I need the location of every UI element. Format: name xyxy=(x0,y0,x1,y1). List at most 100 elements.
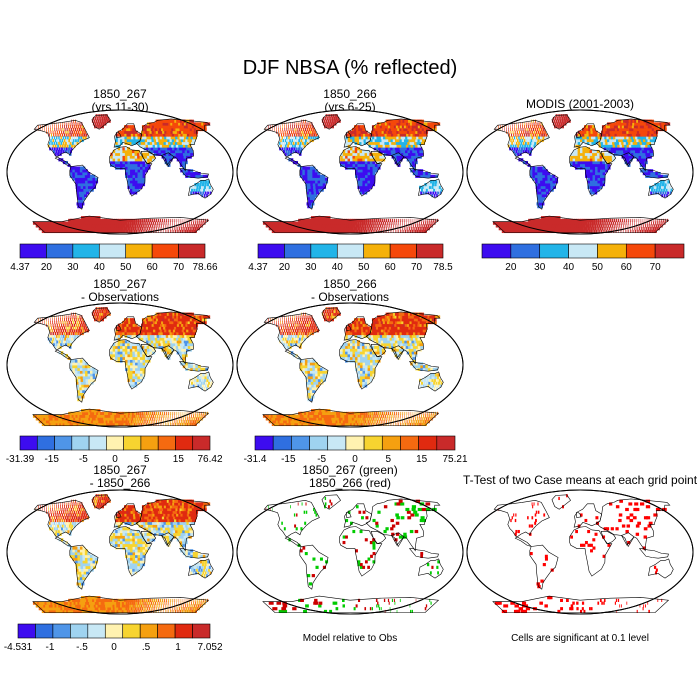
grid-cell xyxy=(101,420,105,424)
grid-cell xyxy=(563,116,566,121)
grid-cell xyxy=(342,152,346,156)
grid-cell xyxy=(384,133,388,137)
grid-cell xyxy=(315,133,318,137)
africa-coastline xyxy=(109,146,153,197)
grid-cell xyxy=(319,177,323,181)
grid-cell xyxy=(291,133,294,137)
grid-cell xyxy=(361,125,365,129)
grid-cell xyxy=(419,227,421,231)
grid-cell xyxy=(118,411,121,415)
grid-cell xyxy=(117,166,121,170)
grid-cell xyxy=(290,136,292,140)
grid-cell xyxy=(581,227,584,231)
grid-cell xyxy=(336,114,338,118)
grid-cell xyxy=(98,116,100,121)
grid-cell xyxy=(544,177,548,181)
grid-cell xyxy=(66,127,68,132)
colorbar-swatch xyxy=(539,243,569,259)
grid-cell xyxy=(362,133,366,137)
grid-cell xyxy=(288,141,290,145)
grid-cell xyxy=(122,166,126,170)
grid-cell xyxy=(582,158,586,162)
grid-cell xyxy=(281,136,283,140)
grid-cell xyxy=(163,125,168,129)
arabia-coastline xyxy=(140,151,157,165)
grid-cell xyxy=(335,116,338,121)
grid-cell xyxy=(603,227,605,231)
grid-cell xyxy=(165,141,170,145)
grid-cell xyxy=(407,136,412,140)
grid-cell xyxy=(602,169,606,173)
grid-cell xyxy=(413,136,418,140)
panel-3-colorbar: 20 30 40 50 60 70 xyxy=(481,243,685,273)
grid-cell xyxy=(153,130,158,134)
grid-cell xyxy=(137,356,141,360)
grid-cell xyxy=(157,119,162,123)
grid-cell xyxy=(65,147,68,151)
grid-cell xyxy=(615,138,620,143)
grid-cell xyxy=(524,127,526,132)
grid-cell xyxy=(391,227,393,231)
grid-cell xyxy=(616,221,618,225)
grid-cell xyxy=(152,144,156,148)
grid-cell xyxy=(393,127,397,132)
grid-cell xyxy=(611,149,615,154)
grid-cell xyxy=(81,194,85,198)
grid-cell xyxy=(385,136,389,140)
grid-cell xyxy=(308,202,313,206)
grid-cell xyxy=(385,218,388,222)
grid-cell xyxy=(357,180,361,184)
grid-cell xyxy=(126,422,129,427)
grid-cell xyxy=(300,138,303,143)
grid-cell xyxy=(68,411,73,415)
grid-cell xyxy=(558,218,562,222)
grid-cell xyxy=(110,224,114,228)
grid-cell xyxy=(512,130,514,134)
grid-cell xyxy=(621,218,623,222)
grid-cell xyxy=(322,116,325,121)
grid-cell xyxy=(176,155,180,159)
grid-cell xyxy=(570,152,574,156)
grid-cell xyxy=(377,221,379,225)
grid-cell xyxy=(154,414,156,418)
grid-cell xyxy=(391,119,395,123)
grid-cell xyxy=(127,227,130,231)
grid-cell xyxy=(544,194,548,198)
grid-cell xyxy=(624,158,628,162)
grid-cell xyxy=(322,221,327,225)
grid-cell xyxy=(399,218,401,222)
grid-cell xyxy=(179,218,181,222)
grid-cell xyxy=(390,133,395,137)
grid-cell xyxy=(132,127,136,132)
grid-cell xyxy=(427,224,430,228)
grid-cell xyxy=(115,353,118,358)
grid-cell xyxy=(58,136,60,140)
grid-cell xyxy=(191,420,193,424)
grid-cell xyxy=(81,414,85,418)
grid-cell xyxy=(339,229,343,234)
grid-cell xyxy=(647,218,649,222)
grid-cell xyxy=(50,144,52,148)
grid-cell xyxy=(52,149,56,154)
grid-cell xyxy=(145,169,149,173)
grid-cell xyxy=(127,224,130,228)
grid-cell xyxy=(188,417,190,421)
grid-cell xyxy=(626,158,631,162)
grid-cell xyxy=(383,125,388,129)
grid-cell xyxy=(413,147,418,151)
grid-cell xyxy=(524,144,527,148)
grid-cell xyxy=(648,136,653,140)
grid-cell xyxy=(338,218,341,222)
grid-cell xyxy=(129,149,133,154)
grid-cell xyxy=(170,422,171,427)
grid-cell xyxy=(594,163,598,167)
grid-cell xyxy=(545,221,549,225)
grid-cell xyxy=(607,158,611,162)
grid-cell xyxy=(125,365,128,369)
grid-cell xyxy=(541,127,543,132)
grid-cell xyxy=(122,359,126,363)
grid-cell xyxy=(298,127,300,132)
grid-cell xyxy=(121,411,125,415)
grid-cell xyxy=(399,125,404,129)
grid-cell xyxy=(611,218,614,222)
